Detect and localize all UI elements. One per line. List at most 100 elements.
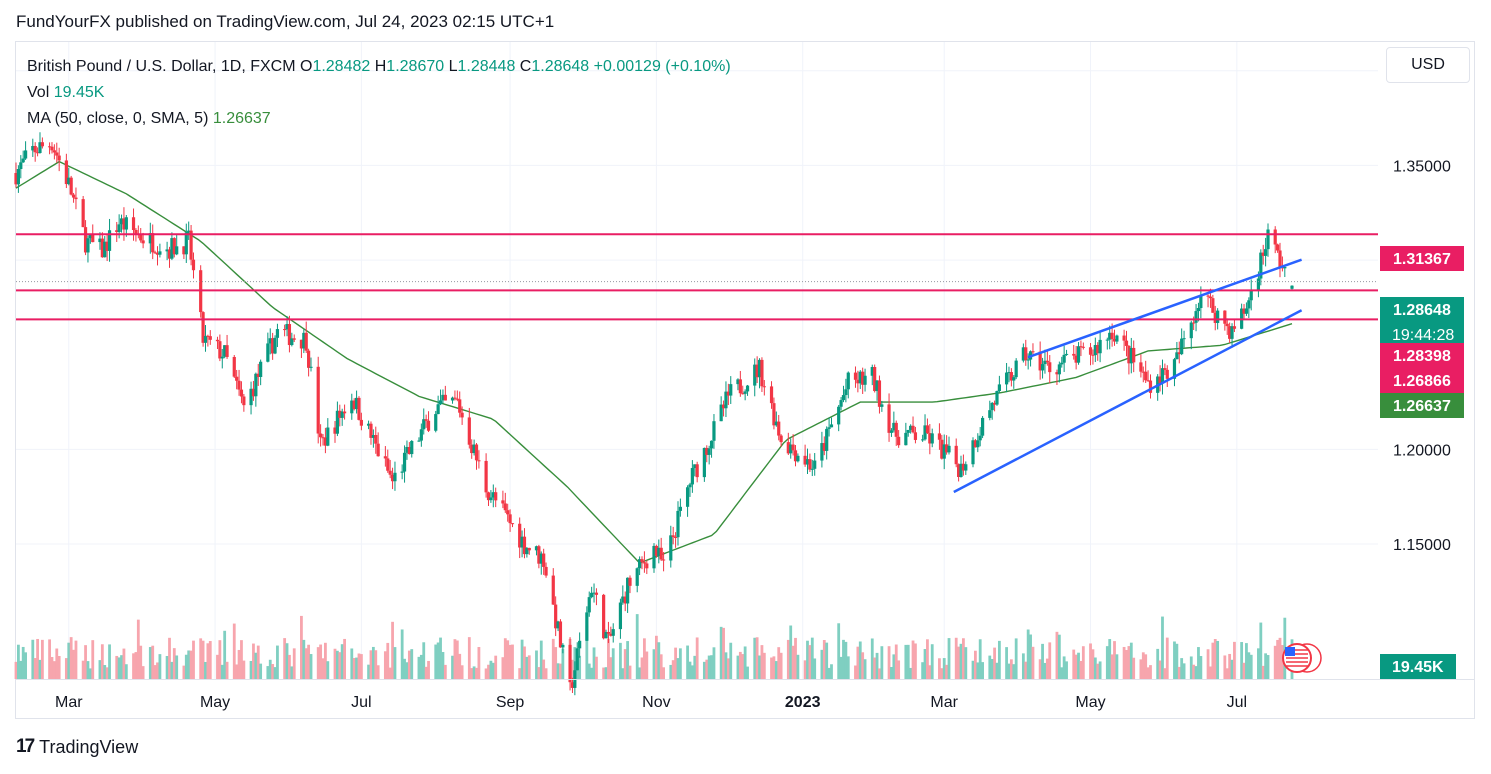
volume-bar <box>1245 643 1248 679</box>
candle-body <box>484 460 488 493</box>
candle-body <box>542 553 546 567</box>
candle-body <box>1026 359 1030 361</box>
candle-body <box>285 324 289 330</box>
candle-body <box>861 371 865 385</box>
trendline[interactable] <box>953 309 1303 494</box>
volume-bar <box>736 655 740 679</box>
volume-bar <box>643 638 646 679</box>
volume-bar <box>724 652 728 679</box>
candle-body <box>1160 368 1165 384</box>
volume-bar <box>741 654 745 679</box>
candle-body <box>1177 352 1181 355</box>
volume-bar <box>1197 647 1200 679</box>
volume-bar <box>726 658 730 679</box>
volume-bar <box>326 661 330 679</box>
candle-body <box>400 471 404 473</box>
candle-body <box>575 648 579 671</box>
candle-body <box>990 402 994 411</box>
candle-body <box>141 240 145 244</box>
candle-body <box>558 621 563 648</box>
candle-body <box>844 389 848 396</box>
price-label-text: 1.26637 <box>1393 398 1451 415</box>
volume-bar <box>561 648 565 679</box>
volume-bar <box>976 662 980 679</box>
legend-volume-row: Vol 19.45K <box>27 80 731 106</box>
volume-bar <box>695 637 699 679</box>
volume-bar <box>1122 646 1126 679</box>
volume-bar <box>654 635 658 679</box>
volume-bar <box>863 659 867 679</box>
volume-bar <box>343 638 346 679</box>
candle-body <box>1055 372 1059 375</box>
candle-body <box>436 404 440 415</box>
volume-bar <box>1189 656 1193 679</box>
volume-bar <box>271 664 275 679</box>
volume-bar <box>175 655 179 679</box>
volume-bar <box>777 647 781 679</box>
volume-bar <box>199 638 203 679</box>
volume-bar <box>40 639 44 679</box>
candle-body <box>997 384 1001 392</box>
ma-label[interactable]: MA (50, close, 0, SMA, 5) <box>27 110 209 127</box>
candle-body <box>1088 347 1093 355</box>
candle-body <box>1124 340 1129 346</box>
volume-bar <box>957 646 961 679</box>
volume-bar <box>300 615 303 679</box>
candle-body <box>172 238 176 255</box>
volume-bar <box>554 647 558 679</box>
volume-bar <box>158 654 162 679</box>
volume-bar <box>319 644 323 679</box>
candle-body <box>1021 347 1025 361</box>
volume-bar <box>911 640 915 679</box>
volume-bar <box>839 656 843 679</box>
volume-bar <box>1125 649 1128 679</box>
volume-label[interactable]: Vol <box>27 84 50 101</box>
candle-body <box>1223 310 1227 324</box>
candle-body <box>561 644 565 648</box>
volume-bar <box>81 660 85 679</box>
volume-bar <box>57 656 61 679</box>
candle-body <box>1105 339 1109 341</box>
open-value: 1.28482 <box>312 58 371 75</box>
candle-body <box>299 339 304 349</box>
volume-bar <box>84 645 87 679</box>
candle-body <box>892 422 896 431</box>
countdown-timer: 19:44:28 <box>1392 327 1454 344</box>
volume-bar <box>288 654 291 679</box>
volume-bar <box>518 668 522 679</box>
candle-body <box>434 414 438 431</box>
volume-bar <box>64 658 68 679</box>
volume-bar <box>1132 657 1136 679</box>
candle-body <box>1196 308 1201 312</box>
volume-bar <box>1098 661 1102 679</box>
candle-body <box>518 523 522 548</box>
symbol-name[interactable]: British Pound / U.S. Dollar, 1D, FXCM <box>27 58 296 75</box>
currency-button[interactable]: USD <box>1386 47 1470 83</box>
volume-bar <box>738 651 742 679</box>
moving-average-line[interactable] <box>15 160 1293 564</box>
tradingview-brand[interactable]: 17 TradingView <box>16 736 138 758</box>
volume-bar <box>304 648 308 679</box>
candle-body <box>887 404 891 433</box>
volume-bar <box>100 644 104 679</box>
candle-body <box>35 152 40 154</box>
candle-body <box>191 259 196 271</box>
volume-bar <box>371 646 375 679</box>
candle-body <box>568 644 572 683</box>
volume-bar <box>702 661 706 679</box>
volume-bar <box>285 643 289 679</box>
volume-bar <box>1144 654 1148 679</box>
candle-body <box>1098 339 1102 354</box>
volume-bar <box>556 663 560 679</box>
candle-body <box>957 464 961 478</box>
volume-bar <box>168 637 171 679</box>
volume-bar <box>1149 665 1152 679</box>
volume-bar <box>292 648 296 679</box>
candle-body <box>1247 300 1251 309</box>
volume-bar <box>997 640 1001 679</box>
price-axis-label: 1.20000 <box>1393 442 1451 459</box>
trendline[interactable] <box>1027 258 1303 359</box>
volume-bar <box>1007 663 1011 679</box>
chart-legend: British Pound / U.S. Dollar, 1D, FXCM O1… <box>27 54 731 132</box>
